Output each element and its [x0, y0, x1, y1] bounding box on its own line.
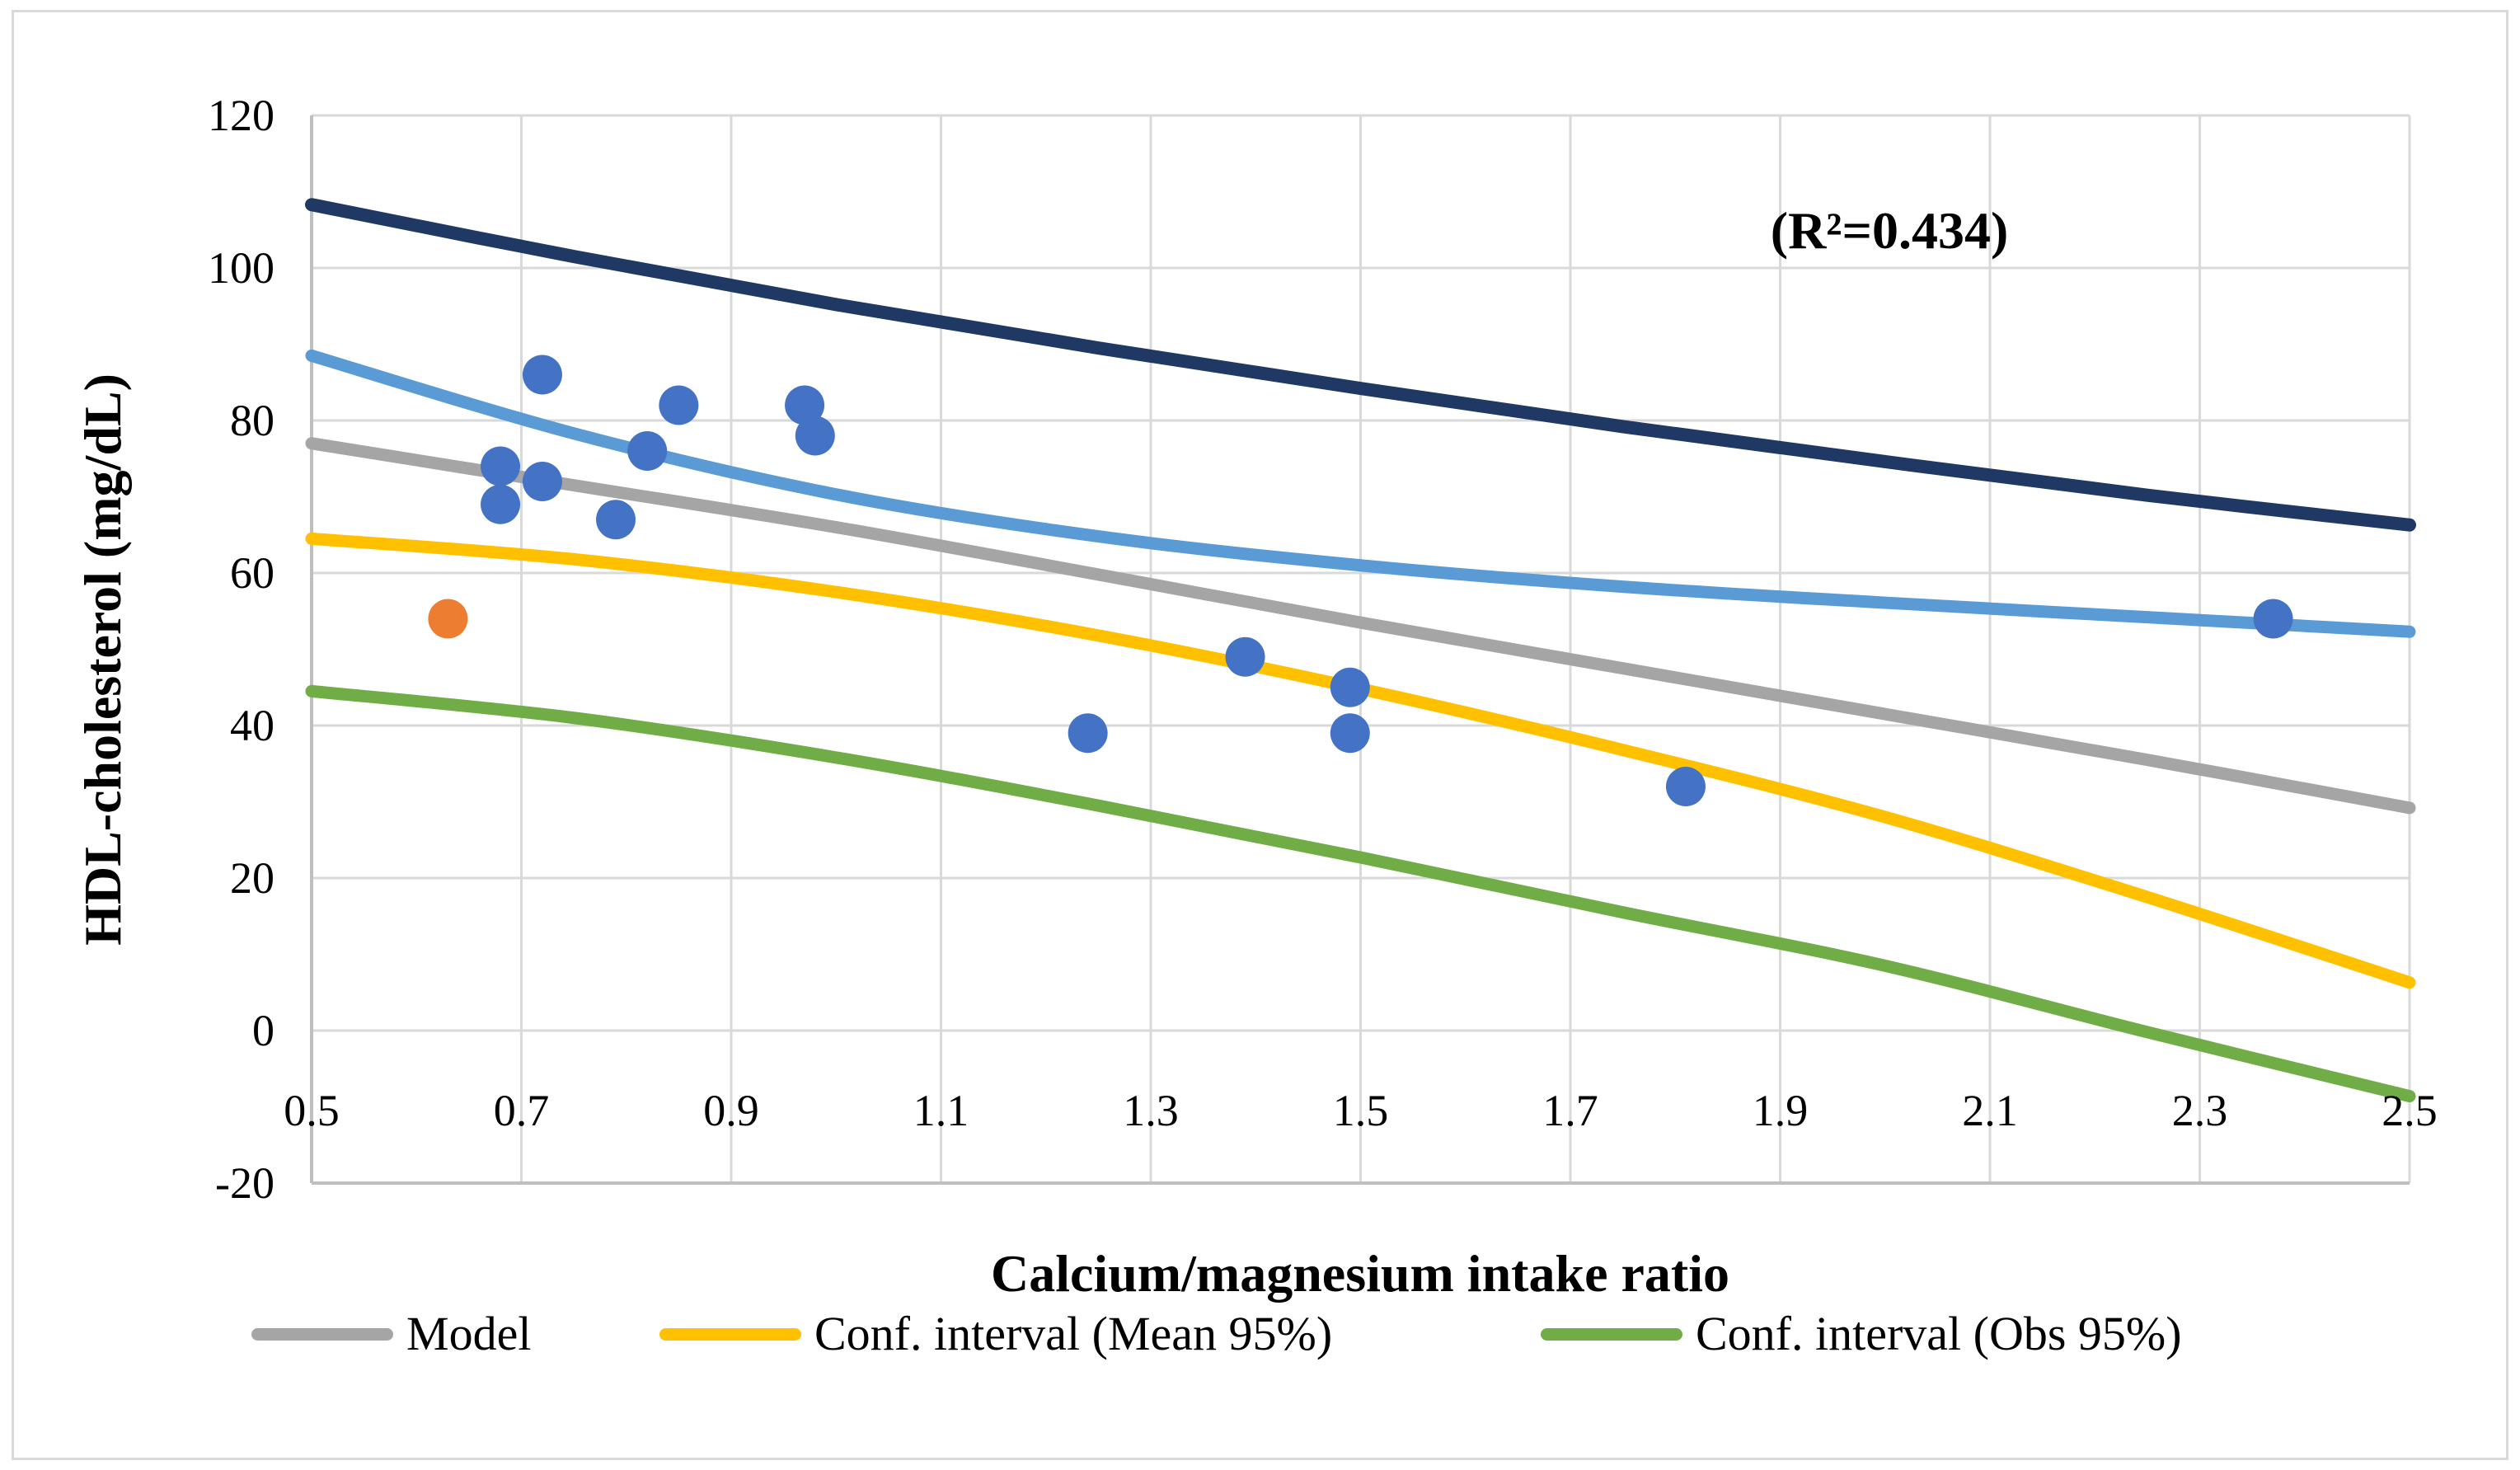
figure-border	[12, 10, 2508, 1460]
obs-ci-lower-curve	[305, 684, 2416, 1103]
x-tick-label: 0.7	[493, 1086, 550, 1135]
y-tick-label: 120	[208, 91, 275, 140]
observations-blue-point	[596, 500, 636, 540]
r-squared-annotation: (R²=0.434)	[1770, 201, 2009, 260]
legend-item: Conf. interval (Mean 95%)	[659, 1310, 1332, 1358]
x-tick-label: 0.5	[284, 1086, 340, 1135]
y-tick-label: 60	[230, 548, 275, 598]
observations-blue-point	[627, 431, 668, 471]
x-tick-label: 1.1	[913, 1086, 969, 1135]
y-tick-label: -20	[215, 1158, 275, 1208]
observations-blue-point	[659, 385, 699, 425]
observations-blue-point	[522, 462, 562, 501]
x-tick-label: 1.5	[1332, 1086, 1389, 1135]
y-tick-label: 20	[230, 853, 275, 903]
x-tick-label: 1.9	[1752, 1086, 1809, 1135]
legend-swatch	[251, 1327, 393, 1341]
model-curve	[305, 437, 2416, 815]
observations-blue-point	[522, 355, 562, 395]
legend-label: Model	[406, 1307, 532, 1360]
observations-blue-point	[1225, 636, 1265, 677]
y-tick-label: 0	[252, 1006, 275, 1055]
observation-orange-point	[428, 599, 468, 639]
legend-swatch	[659, 1327, 801, 1341]
y-axis-title: HDL-cholesterol (mg/dL)	[73, 373, 132, 946]
x-tick-label: 1.7	[1542, 1086, 1598, 1135]
x-axis-title: Calcium/magnesium intake ratio	[991, 1244, 1729, 1303]
dark-blue-upper-curve	[305, 198, 2416, 532]
y-tick-label: 100	[208, 243, 275, 293]
observations-blue-point	[795, 416, 835, 456]
observations-blue-point	[481, 484, 521, 524]
y-tick-label: 80	[230, 396, 275, 445]
x-tick-label: 1.3	[1123, 1086, 1179, 1135]
x-tick-label: 2.3	[2171, 1086, 2228, 1135]
legend-item: Conf. interval (Obs 95%)	[1541, 1310, 2182, 1358]
legend-swatch	[1541, 1327, 1682, 1341]
legend-label: Conf. interval (Mean 95%)	[814, 1307, 1333, 1360]
observations-blue-point	[481, 446, 521, 486]
legend-item: Model	[251, 1310, 531, 1358]
observations-blue-point	[2253, 599, 2293, 639]
x-tick-label: 2.1	[1962, 1086, 2018, 1135]
observations-blue-point	[1330, 713, 1370, 754]
observations-blue-point	[785, 385, 825, 425]
observations-blue-point	[1665, 767, 1706, 806]
y-tick-label: 40	[230, 701, 275, 750]
observations-blue-point	[1330, 667, 1370, 707]
x-tick-label: 2.5	[2382, 1086, 2438, 1135]
x-tick-label: 0.9	[703, 1086, 759, 1135]
observations-blue-point	[1068, 713, 1108, 754]
legend-label: Conf. interval (Obs 95%)	[1696, 1307, 2182, 1360]
